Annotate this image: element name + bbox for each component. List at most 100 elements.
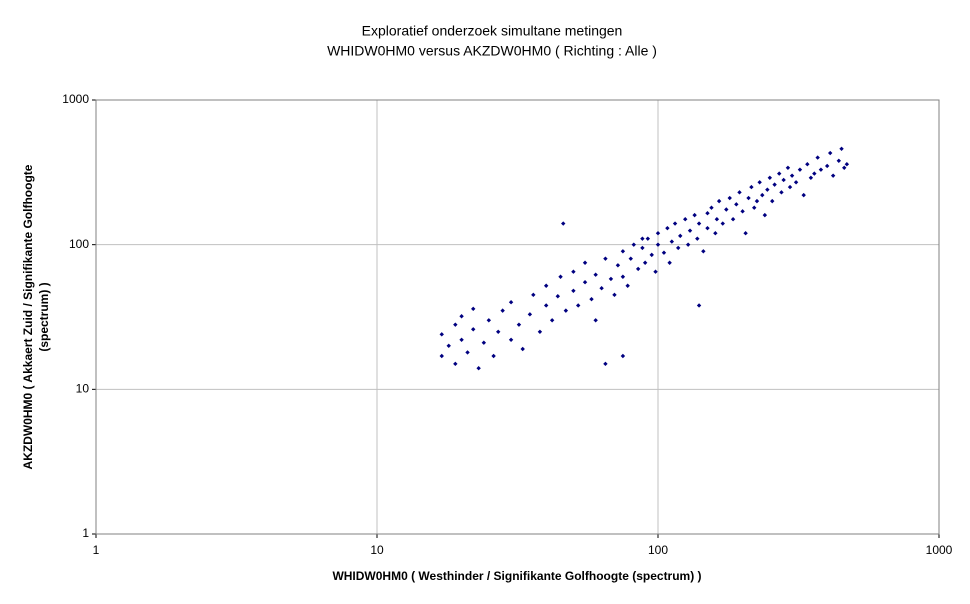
point [520,346,525,352]
point [797,167,803,172]
point [749,184,754,190]
point [555,294,561,299]
point [612,292,617,298]
point [667,260,672,265]
x-tick-label: 100 [648,543,668,557]
point [727,195,732,201]
point [713,231,718,236]
point [692,212,697,218]
point [687,228,693,233]
point [696,303,702,308]
point [531,292,536,298]
point [716,198,722,204]
point [781,177,786,183]
point [669,239,675,244]
point [508,300,514,305]
point [628,256,633,261]
point [465,350,470,355]
y-tick-label: 1 [82,526,89,540]
point [640,245,645,251]
point [770,198,775,204]
point [571,288,576,293]
point [453,322,458,327]
point [787,184,793,190]
point [760,192,765,198]
point [645,236,651,241]
point [695,236,700,241]
point [705,211,710,216]
point [661,250,667,255]
point [603,361,608,367]
point [453,361,458,367]
point [543,303,549,308]
point [772,182,777,187]
point [789,173,795,178]
point [599,286,604,291]
point [571,269,576,274]
plot-frame [95,99,940,535]
point [705,225,710,231]
point [827,150,833,156]
point [640,236,645,241]
point [720,221,725,226]
point [714,216,720,222]
y-axis-label: (spectrum) ) [37,282,51,351]
point [625,283,630,288]
chart-title: WHIDW0HM0 versus AKZDW0HM0 ( Richting : … [327,43,657,59]
point [757,180,762,185]
point [471,306,476,312]
point [527,312,533,317]
point [839,146,844,151]
point [537,329,543,334]
point [746,195,751,201]
point [724,207,729,212]
point [675,245,681,251]
point [685,242,691,247]
point [558,274,563,279]
point [762,212,768,218]
point [665,225,670,231]
point [801,192,806,198]
point [615,263,621,268]
y-tick-label: 100 [69,237,89,251]
x-axis-label: WHIDW0HM0 ( Westhinder / Signifikante Go… [332,569,701,583]
point [563,308,569,313]
point [655,231,661,236]
point [842,165,847,170]
point [836,158,842,163]
point [635,266,641,272]
point [709,205,714,210]
point [476,365,481,371]
point [824,163,830,169]
point [683,216,688,222]
point [496,329,501,334]
point [737,190,742,195]
point [805,161,810,167]
x-tick-label: 10 [370,543,384,557]
point [593,318,598,323]
point [459,314,464,319]
point [678,233,683,239]
point [589,296,594,302]
point [765,187,770,192]
point [793,180,799,185]
point [561,221,566,226]
point [593,272,598,277]
point [730,216,736,222]
point [815,155,820,160]
point [655,242,661,247]
point [439,332,444,337]
y-tick-label: 1000 [62,92,89,106]
point [767,175,773,180]
x-tick-label: 1 [93,543,100,557]
point [830,173,836,178]
point [575,303,581,308]
point [471,327,476,332]
point [649,252,654,258]
point [818,167,824,172]
point [642,260,648,265]
point [653,269,658,274]
point [752,205,757,210]
point [696,221,702,226]
